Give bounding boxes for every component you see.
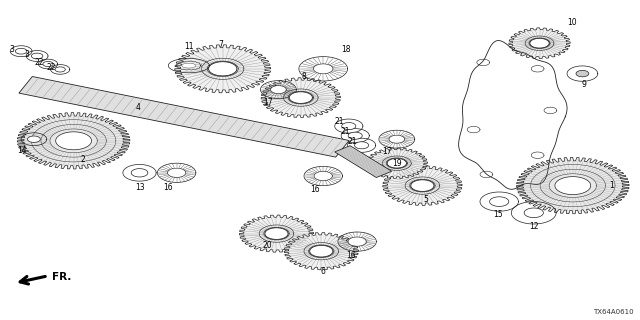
- Text: 7: 7: [218, 40, 223, 49]
- Polygon shape: [314, 172, 332, 180]
- Text: 13: 13: [134, 183, 145, 192]
- Text: 12: 12: [530, 222, 539, 231]
- Text: 2: 2: [81, 156, 86, 164]
- Polygon shape: [355, 142, 369, 149]
- Polygon shape: [516, 157, 629, 214]
- Text: 14: 14: [17, 146, 28, 155]
- Polygon shape: [19, 76, 349, 157]
- Polygon shape: [265, 228, 288, 239]
- Text: 8: 8: [301, 72, 307, 81]
- Polygon shape: [411, 180, 434, 191]
- Text: 9: 9: [581, 80, 586, 89]
- Polygon shape: [555, 177, 591, 195]
- Text: 4: 4: [135, 103, 140, 112]
- Text: 15: 15: [493, 210, 503, 219]
- Polygon shape: [15, 48, 27, 54]
- Polygon shape: [28, 136, 40, 142]
- Polygon shape: [366, 148, 428, 179]
- Text: 11: 11: [184, 42, 193, 51]
- Polygon shape: [530, 38, 549, 48]
- Text: 21: 21: [348, 137, 356, 146]
- Text: 16: 16: [346, 251, 356, 260]
- Polygon shape: [168, 168, 186, 177]
- Polygon shape: [289, 92, 312, 103]
- Text: 17: 17: [382, 148, 392, 156]
- Polygon shape: [56, 132, 92, 150]
- Polygon shape: [17, 113, 130, 169]
- Text: TX64A0610: TX64A0610: [593, 309, 634, 315]
- Text: 21: 21: [335, 117, 344, 126]
- Text: 16: 16: [310, 185, 320, 194]
- Polygon shape: [383, 166, 462, 205]
- Polygon shape: [509, 28, 570, 59]
- Text: 3: 3: [24, 50, 29, 59]
- Polygon shape: [348, 132, 362, 139]
- Polygon shape: [389, 135, 404, 143]
- Text: 17: 17: [262, 98, 273, 107]
- Text: 22: 22: [47, 63, 56, 72]
- Polygon shape: [55, 67, 65, 72]
- Text: 16: 16: [163, 183, 173, 192]
- Polygon shape: [31, 53, 43, 59]
- Polygon shape: [239, 215, 314, 252]
- Polygon shape: [524, 208, 543, 218]
- Polygon shape: [43, 61, 53, 67]
- Polygon shape: [182, 63, 196, 68]
- Polygon shape: [314, 64, 333, 74]
- Text: 1: 1: [609, 181, 614, 190]
- Text: 18: 18: [341, 45, 350, 54]
- Polygon shape: [310, 245, 333, 257]
- Polygon shape: [490, 197, 509, 206]
- Polygon shape: [348, 237, 366, 246]
- Polygon shape: [131, 169, 148, 177]
- Text: 20: 20: [262, 241, 272, 250]
- Polygon shape: [261, 78, 340, 117]
- Text: 22: 22: [35, 58, 44, 67]
- Text: 19: 19: [392, 159, 402, 168]
- Text: FR.: FR.: [52, 272, 72, 282]
- Text: 3: 3: [9, 45, 14, 54]
- Polygon shape: [271, 86, 286, 93]
- Polygon shape: [387, 158, 406, 168]
- Text: 21: 21: [341, 127, 350, 136]
- Polygon shape: [342, 123, 356, 130]
- Polygon shape: [335, 146, 392, 178]
- Polygon shape: [284, 233, 358, 270]
- Polygon shape: [175, 45, 271, 93]
- Text: 10: 10: [566, 18, 577, 27]
- Polygon shape: [576, 70, 589, 77]
- Text: 5: 5: [423, 196, 428, 204]
- Polygon shape: [209, 62, 237, 76]
- Text: 6: 6: [321, 267, 326, 276]
